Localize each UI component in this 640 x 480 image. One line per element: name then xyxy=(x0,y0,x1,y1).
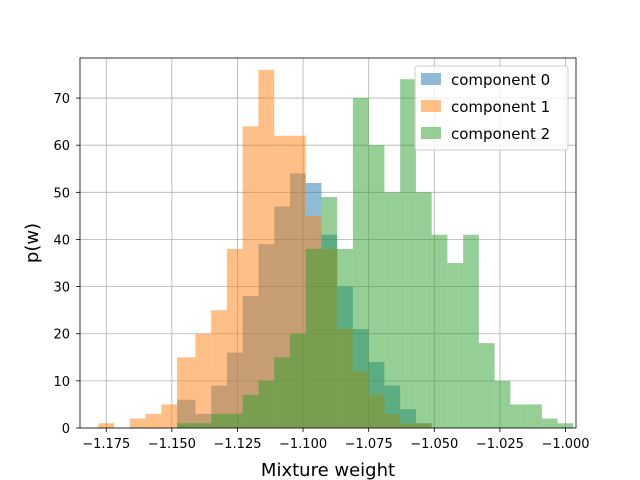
histogram-bar xyxy=(321,197,338,428)
histogram-bar xyxy=(274,357,290,428)
histogram-bar xyxy=(274,135,290,429)
legend: component 0 component 1 component 2 xyxy=(414,65,569,151)
histogram-bar xyxy=(400,79,416,428)
histogram-bar xyxy=(352,98,369,429)
plot-frame xyxy=(79,57,577,429)
histogram-bar xyxy=(211,413,227,428)
y-tick-label: 50 xyxy=(53,186,70,201)
legend-label-component-2: component 2 xyxy=(451,125,550,143)
legend-swatch-component-1 xyxy=(421,100,441,112)
histogram-bar xyxy=(242,395,259,428)
y-tick-label: 20 xyxy=(53,328,70,343)
y-tick-label: 60 xyxy=(53,139,70,154)
x-axis-ticks: −1.175 −1.150 −1.125 −1.100 −1.075 −1.050 −1.0… xyxy=(82,428,590,452)
series-component-2 xyxy=(177,79,574,429)
y-tick-label: 40 xyxy=(53,233,70,248)
x-tick-label: −1.000 xyxy=(541,437,589,452)
histogram-bar xyxy=(242,126,259,429)
histogram-bar xyxy=(289,333,306,428)
legend-box xyxy=(414,65,569,151)
histogram-bar xyxy=(226,413,243,428)
y-axis-label: p(w) xyxy=(22,223,43,263)
histogram-bar xyxy=(510,404,527,428)
histogram-bar xyxy=(226,248,243,428)
histogram-bar xyxy=(195,423,212,428)
histogram-bar xyxy=(384,192,401,428)
histogram-bar xyxy=(98,423,115,428)
histogram-bar xyxy=(526,404,542,428)
histogram-bar xyxy=(337,248,353,428)
histogram-bar xyxy=(368,145,385,428)
x-tick-label: −1.100 xyxy=(279,437,327,452)
histogram-bar xyxy=(463,234,479,428)
histogram-bar xyxy=(177,357,196,428)
legend-label-component-1: component 1 xyxy=(451,98,550,116)
y-tick-label: 10 xyxy=(53,375,70,390)
y-axis-ticks: 0 10 20 30 40 50 60 70 xyxy=(53,92,80,437)
y-tick-label: 0 xyxy=(62,422,70,437)
histogram-bar xyxy=(478,343,495,428)
x-tick-label: −1.025 xyxy=(476,437,524,452)
histogram-bar xyxy=(177,423,196,428)
histogram-bar xyxy=(431,234,448,428)
histogram-bar xyxy=(129,418,146,428)
y-tick-label: 70 xyxy=(53,92,70,107)
histogram-bar xyxy=(161,404,178,428)
histogram-bar xyxy=(305,248,322,428)
x-tick-label: −1.125 xyxy=(213,437,261,452)
legend-swatch-component-0 xyxy=(421,73,441,85)
histogram-bar xyxy=(447,263,464,428)
histogram-bar xyxy=(211,310,227,428)
histogram-bar xyxy=(195,333,212,428)
legend-swatch-component-2 xyxy=(421,127,441,139)
x-tick-label: −1.075 xyxy=(345,437,393,452)
histogram-bar xyxy=(557,423,574,428)
y-tick-label: 30 xyxy=(53,281,70,296)
histogram-bar xyxy=(145,413,162,428)
histogram-bars xyxy=(98,69,574,429)
histogram-bar xyxy=(541,418,558,428)
legend-label-component-0: component 0 xyxy=(451,71,550,89)
x-axis-label: Mixture weight xyxy=(261,460,395,480)
histogram-bar xyxy=(415,192,432,428)
x-tick-label: −1.150 xyxy=(148,437,196,452)
x-tick-label: −1.050 xyxy=(410,437,458,452)
histogram-bar xyxy=(258,69,275,428)
histogram-bar xyxy=(258,380,275,428)
x-tick-label: −1.175 xyxy=(82,437,130,452)
histogram-bar xyxy=(494,380,511,428)
